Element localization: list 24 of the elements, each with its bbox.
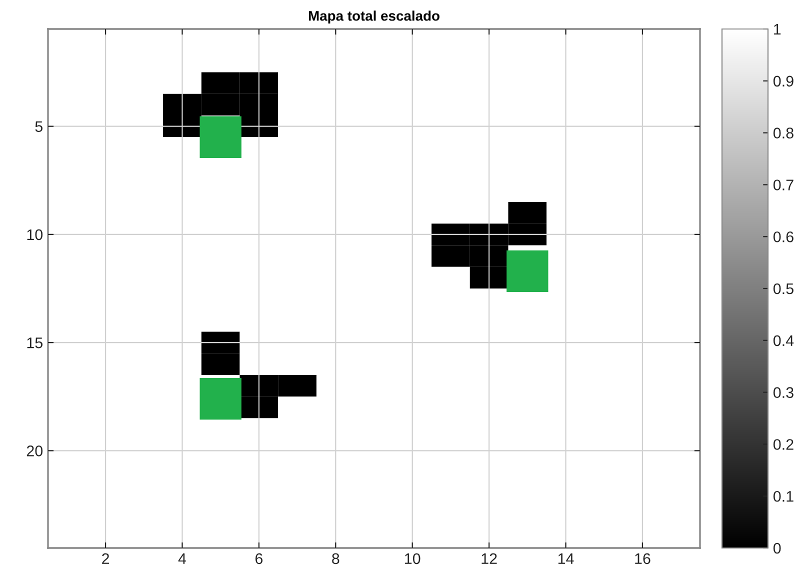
color-bar-label: 0.3 (773, 387, 794, 398)
color-bar-label: 0.5 (773, 283, 794, 294)
x-tick-label: 6 (255, 553, 263, 564)
x-tick-label: 10 (405, 553, 420, 564)
x-tick-label: 16 (635, 553, 650, 564)
y-tick-label: 20 (26, 446, 43, 456)
x-tick-label: 14 (558, 553, 574, 564)
color-bar-label: 0 (773, 542, 781, 554)
y-tick-label: 15 (27, 338, 42, 348)
chart-title: Mapa total escalado (308, 10, 440, 24)
y-tick-label: 5 (35, 121, 42, 132)
color-bar-label: 1 (774, 24, 781, 35)
color-bar-label: 0.8 (773, 128, 794, 138)
color-bar-label: 0.9 (773, 76, 794, 87)
color-bar-label: 0.4 (773, 335, 794, 346)
x-tick-label: 2 (102, 553, 110, 564)
color-bar-label: 0.2 (773, 439, 794, 450)
x-tick-label: 8 (332, 553, 340, 564)
y-tick-label: 10 (27, 229, 43, 240)
color-bar-label: 0.1 (773, 490, 794, 502)
color-bar-label: 0.7 (773, 180, 794, 190)
x-tick-label: 12 (482, 553, 497, 564)
x-tick-label: 4 (178, 553, 186, 564)
color-bar-label: 0.6 (773, 231, 794, 242)
